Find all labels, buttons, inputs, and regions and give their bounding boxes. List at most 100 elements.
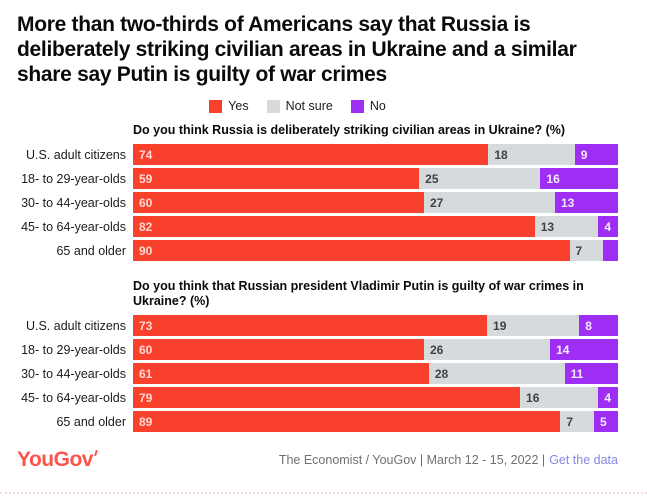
bar-segment-no: 9 (574, 144, 618, 165)
bar-value-label: 90 (139, 243, 153, 258)
yougov-logo-mark (94, 449, 98, 457)
bar-value-label: 60 (139, 195, 153, 210)
bar-value-label: 13 (560, 195, 575, 210)
row-label: 65 and older (56, 243, 126, 258)
chart-2: Do you think that Russian president Vlad… (17, 279, 618, 432)
bar-track: 60 26 14 (133, 339, 618, 360)
get-the-data-link[interactable]: Get the data (549, 453, 618, 467)
bar-value-label: 11 (570, 366, 584, 381)
bar-segment-no: 16 (540, 168, 618, 189)
bar-value-label: 4 (604, 390, 612, 405)
bar-segment-not-sure: 13 (534, 216, 599, 237)
bar-value-label: 82 (139, 219, 153, 234)
row-label: U.S. adult citizens (25, 147, 126, 162)
bar-value-label: 16 (546, 171, 560, 186)
footer: YouGov The Economist / YouGov | March 12… (17, 448, 618, 472)
bar-segment-no (603, 240, 618, 261)
bar-track: 79 16 4 (133, 387, 618, 408)
chart-title: Do you think that Russian president Vlad… (133, 279, 584, 308)
bar-value-label: 27 (430, 195, 444, 210)
bar-row: 45- to 64-year-olds 82 13 4 (17, 216, 618, 237)
row-label: U.S. adult citizens (25, 318, 126, 333)
bar-segment-yes: 60 (133, 339, 424, 360)
bar-segment-yes: 90 (133, 240, 570, 261)
bar-track: 60 27 13 (133, 192, 618, 213)
chart-title: Do you think Russia is deliberately stri… (133, 123, 566, 137)
bar-row: 18- to 29-year-olds 59 25 16 (17, 168, 618, 189)
bar-row: 18- to 29-year-olds 60 26 14 (17, 339, 618, 360)
row-label: 30- to 44-year-olds (21, 366, 126, 381)
row-label: 18- to 29-year-olds (21, 342, 126, 357)
bar-segment-yes: 74 (133, 144, 489, 165)
bottom-divider (0, 492, 647, 494)
bar-value-label: 28 (434, 366, 449, 381)
bar-segment-yes: 61 (133, 363, 429, 384)
row-label: 45- to 64-year-olds (21, 219, 126, 234)
bar-segment-not-sure: 27 (424, 192, 555, 213)
bar-track: 90 7 (133, 240, 618, 261)
bar-track: 73 19 8 (133, 315, 618, 336)
yougov-logo: YouGov (17, 448, 98, 472)
legend-swatch (209, 99, 223, 113)
bar-segment-not-sure: 25 (419, 168, 541, 189)
legend-label: No (369, 99, 386, 113)
bar-value-label: 25 (425, 171, 439, 186)
bar-value-label: 60 (139, 342, 153, 357)
bar-segment-not-sure: 18 (488, 144, 575, 165)
bar-segment-yes: 73 (133, 315, 488, 336)
bar-segment-not-sure: 16 (520, 387, 599, 408)
bar-row: 45- to 64-year-olds 79 16 4 (17, 387, 618, 408)
row-label: 18- to 29-year-olds (21, 171, 126, 186)
bar-value-label: 18 (494, 147, 508, 162)
bar-segment-no: 4 (598, 387, 618, 408)
row-label: 45- to 64-year-olds (21, 390, 126, 405)
bar-value-label: 14 (556, 342, 570, 357)
bar-row: U.S. adult citizens 74 18 9 (17, 144, 618, 165)
bar-value-label: 16 (526, 390, 540, 405)
bar-segment-not-sure: 19 (487, 315, 580, 336)
bar-segment-not-sure: 28 (428, 363, 565, 384)
bar-value-label: 73 (139, 318, 153, 333)
bar-value-label: 74 (139, 147, 153, 162)
bar-segment-no: 13 (554, 192, 618, 213)
bar-segment-no: 14 (550, 339, 618, 360)
legend-item-not-sure: Not sure (266, 99, 333, 113)
bar-segment-no: 5 (593, 411, 618, 432)
legend-label: Not sure (285, 99, 333, 113)
bar-segment-no: 11 (564, 363, 618, 384)
bar-segment-not-sure: 7 (569, 240, 604, 261)
bar-segment-not-sure: 26 (424, 339, 551, 360)
bar-segment-yes: 79 (133, 387, 521, 408)
bar-segment-yes: 59 (133, 168, 420, 189)
bar-track: 61 28 11 (133, 363, 618, 384)
bar-track: 89 7 5 (133, 411, 618, 432)
row-label: 30- to 44-year-olds (21, 195, 126, 210)
bar-row: U.S. adult citizens 73 19 8 (17, 315, 618, 336)
source-text: The Economist / YouGov | March 12 - 15, … (278, 453, 546, 467)
legend-swatch (266, 99, 280, 113)
legend-item-no: No (350, 99, 386, 113)
bar-segment-yes: 60 (133, 192, 424, 213)
bar-value-label: 7 (566, 414, 574, 429)
bar-value-label: 7 (575, 243, 583, 258)
bar-value-label: 79 (139, 390, 153, 405)
row-label: 65 and older (56, 414, 126, 429)
page-title: More than two-thirds of Americans say th… (17, 13, 577, 86)
bar-value-label: 61 (139, 366, 153, 381)
charts-container: Do you think Russia is deliberately stri… (17, 123, 618, 432)
chart-1: Do you think Russia is deliberately stri… (17, 123, 618, 261)
bar-value-label: 4 (604, 219, 612, 234)
bar-segment-no: 8 (579, 315, 618, 336)
bar-row: 30- to 44-year-olds 60 27 13 (17, 192, 618, 213)
bar-value-label: 8 (585, 318, 592, 333)
yougov-logo-text: YouGov (17, 448, 93, 471)
bar-track: 74 18 9 (133, 144, 618, 165)
legend-label: Yes (228, 99, 249, 113)
legend: Yes Not sure No (17, 99, 578, 113)
bar-row: 65 and older 90 7 (17, 240, 618, 261)
bar-value-label: 26 (430, 342, 444, 357)
legend-item-yes: Yes (209, 99, 249, 113)
bar-row: 65 and older 89 7 5 (17, 411, 618, 432)
bar-value-label: 5 (599, 414, 607, 429)
